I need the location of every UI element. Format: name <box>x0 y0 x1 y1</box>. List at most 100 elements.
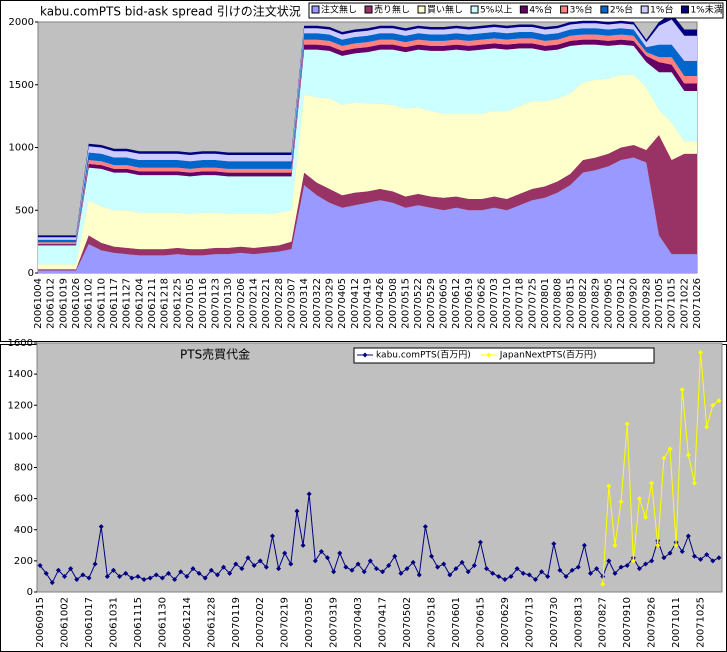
legend-swatch <box>364 5 373 14</box>
x-tick-label: 20070827 <box>598 597 609 648</box>
y-tick-label: 1500 <box>9 80 34 91</box>
marker <box>612 542 618 548</box>
legend-swatch <box>519 5 528 14</box>
marker <box>43 570 49 576</box>
marker <box>557 567 563 573</box>
marker <box>386 563 392 569</box>
x-tick-label: 20061127 <box>122 278 133 329</box>
marker <box>416 572 422 578</box>
marker <box>618 564 624 570</box>
marker <box>453 566 459 572</box>
marker <box>147 575 153 581</box>
marker <box>679 549 685 555</box>
marker <box>661 555 667 561</box>
x-tick-label: 20070319 <box>329 597 340 648</box>
x-tick-label: 20070412 <box>350 278 361 329</box>
marker <box>110 567 116 573</box>
legend-swatch <box>417 5 426 14</box>
marker <box>349 567 355 573</box>
marker <box>135 573 141 579</box>
x-tick-label: 20061017 <box>84 597 95 648</box>
marker <box>606 558 612 564</box>
x-tick-label: 20070221 <box>261 278 272 329</box>
legend-label: 2%台 <box>610 4 633 16</box>
x-tick-label: 20061117 <box>109 278 120 329</box>
x-tick-label: 20070314 <box>299 278 310 329</box>
marker <box>68 566 74 572</box>
y-tick-label: 1600 <box>8 338 33 349</box>
marker <box>428 553 434 559</box>
x-tick-label: 20070515 <box>401 278 412 329</box>
x-tick-label: 20070822 <box>578 278 589 329</box>
marker <box>300 542 306 548</box>
x-tick-label: 20070710 <box>502 278 513 329</box>
marker <box>667 550 673 556</box>
legend-swatch <box>311 5 320 14</box>
marker <box>392 553 398 559</box>
marker <box>685 533 691 539</box>
marker <box>294 508 300 514</box>
marker <box>630 558 636 564</box>
legend-label: 4%台 <box>529 4 552 16</box>
marker <box>257 558 263 564</box>
x-tick-label: 20070815 <box>565 278 576 329</box>
marker <box>221 564 227 570</box>
x-tick-label: 20070629 <box>500 597 511 648</box>
x-tick-label: 20070905 <box>603 278 614 329</box>
x-tick-label: 20061228 <box>206 597 217 648</box>
marker <box>508 573 514 579</box>
legend-label: 3%台 <box>570 4 593 16</box>
x-tick-label: 20070713 <box>524 597 535 648</box>
line <box>602 352 720 585</box>
marker <box>74 577 80 583</box>
x-tick-label: 20070725 <box>527 278 538 329</box>
x-tick-label: 20061026 <box>71 278 82 329</box>
x-tick-label: 20070119 <box>231 597 242 648</box>
marker <box>441 561 447 567</box>
legend-box <box>353 347 655 364</box>
marker <box>710 402 716 408</box>
marker <box>282 550 288 556</box>
y-tick-label: 0 <box>28 268 34 279</box>
legend-swatch <box>640 5 649 14</box>
x-tick-label: 20070419 <box>363 278 374 329</box>
marker <box>477 539 483 545</box>
x-tick-label: 20070116 <box>198 278 209 329</box>
marker <box>624 563 630 569</box>
marker <box>459 559 465 565</box>
x-tick-label: 20070601 <box>451 597 462 648</box>
marker <box>62 573 68 579</box>
x-tick-label: 20070928 <box>641 278 652 329</box>
x-tick-label: 20070228 <box>274 278 285 329</box>
legend-swatch <box>560 5 569 14</box>
marker <box>539 569 545 575</box>
x-tick-label: 20061031 <box>108 597 119 648</box>
x-tick-label: 20070813 <box>573 597 584 648</box>
x-tick-label: 20071015 <box>667 278 678 329</box>
marker <box>679 387 685 393</box>
marker <box>594 566 600 572</box>
x-tick-label: 20070508 <box>388 278 399 329</box>
marker <box>312 558 318 564</box>
marker <box>153 572 159 578</box>
marker <box>367 558 373 564</box>
marker <box>92 561 98 567</box>
x-tick-label: 20070612 <box>451 278 462 329</box>
marker <box>484 566 490 572</box>
marker <box>588 570 594 576</box>
marker <box>698 349 704 355</box>
x-tick-label: 20070605 <box>439 278 450 329</box>
x-tick-label: 20070329 <box>324 278 335 329</box>
marker <box>343 564 349 570</box>
x-tick-label: 20070626 <box>477 278 488 329</box>
marker <box>196 570 202 576</box>
y-tick-label: 1400 <box>8 369 33 380</box>
marker <box>404 566 410 572</box>
marker <box>532 577 538 583</box>
marker <box>337 550 343 556</box>
marker <box>649 480 655 486</box>
legend-marker <box>486 352 492 358</box>
y-tick-label: 1000 <box>8 431 33 442</box>
marker <box>123 570 129 576</box>
